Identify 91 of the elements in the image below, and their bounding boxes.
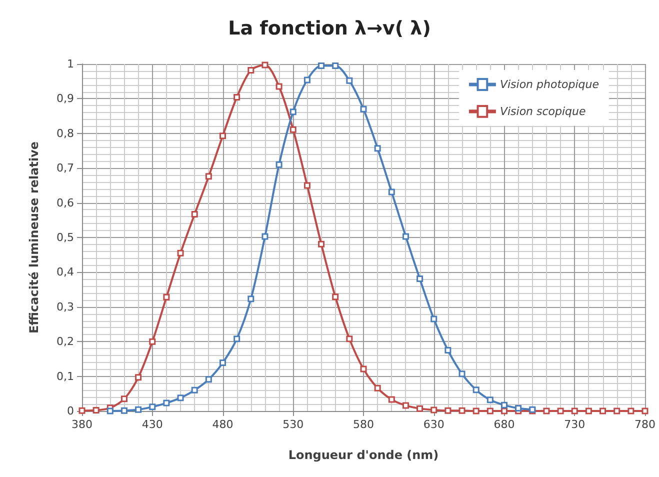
y-tick-label: 1 bbox=[67, 58, 74, 70]
point bbox=[332, 294, 339, 300]
point bbox=[486, 408, 494, 414]
point bbox=[276, 83, 282, 90]
point bbox=[346, 336, 353, 342]
x-tick-label: 430 bbox=[142, 418, 163, 431]
point bbox=[135, 406, 142, 413]
point bbox=[600, 408, 606, 414]
point bbox=[585, 408, 592, 414]
point bbox=[501, 402, 508, 408]
point bbox=[149, 404, 156, 410]
point bbox=[374, 145, 381, 152]
point bbox=[205, 173, 212, 180]
point bbox=[234, 94, 240, 101]
point bbox=[628, 408, 634, 414]
point bbox=[360, 106, 367, 112]
point bbox=[290, 108, 296, 116]
point bbox=[444, 347, 452, 354]
point bbox=[416, 276, 424, 282]
x-tick-label: 680 bbox=[494, 418, 515, 431]
point bbox=[388, 188, 395, 196]
point bbox=[430, 406, 438, 414]
point bbox=[220, 132, 226, 140]
point bbox=[501, 408, 508, 414]
point bbox=[191, 386, 198, 394]
point bbox=[458, 407, 466, 414]
point bbox=[248, 66, 254, 74]
point bbox=[486, 396, 494, 404]
y-tick-label: 0,2 bbox=[56, 335, 74, 348]
point bbox=[120, 407, 128, 414]
y-tick-label: 0,4 bbox=[56, 266, 74, 279]
point bbox=[177, 394, 184, 402]
point bbox=[416, 405, 424, 412]
point bbox=[472, 386, 480, 394]
point bbox=[163, 400, 170, 406]
point bbox=[402, 402, 409, 409]
y-tick-label: 0,7 bbox=[56, 162, 74, 175]
y-tick-label: 0,1 bbox=[56, 370, 74, 383]
point bbox=[290, 126, 296, 133]
point bbox=[135, 374, 142, 381]
point bbox=[262, 233, 268, 240]
y-tick-label: 0,5 bbox=[56, 231, 74, 244]
point bbox=[374, 384, 381, 392]
x-tick-label: 480 bbox=[212, 418, 234, 431]
point bbox=[234, 336, 240, 342]
y-tick-label: 0,6 bbox=[56, 196, 74, 210]
point bbox=[346, 77, 353, 84]
y-axis-title: Efficacité lumineuse relative bbox=[27, 141, 41, 334]
x-tick-label: 780 bbox=[634, 418, 656, 431]
point bbox=[571, 408, 578, 414]
point bbox=[92, 407, 100, 414]
point bbox=[248, 296, 254, 302]
point bbox=[557, 408, 564, 414]
point bbox=[332, 62, 339, 69]
x-tick-label: 580 bbox=[353, 418, 374, 431]
y-tick-label: 0,8 bbox=[56, 126, 74, 140]
point bbox=[388, 396, 395, 403]
point bbox=[149, 338, 156, 345]
point bbox=[163, 294, 170, 300]
point bbox=[304, 76, 310, 84]
point bbox=[430, 316, 438, 322]
point bbox=[472, 408, 480, 414]
x-axis-title: Longueur d'onde (nm) bbox=[288, 448, 439, 462]
point bbox=[276, 161, 282, 168]
point bbox=[177, 250, 184, 256]
point bbox=[220, 360, 226, 366]
y-tick-label: 0,9 bbox=[56, 92, 74, 106]
point bbox=[444, 407, 452, 414]
legend-label: Vision photopique bbox=[500, 78, 600, 91]
x-tick-label: 730 bbox=[564, 418, 586, 431]
point bbox=[402, 233, 409, 240]
point bbox=[191, 211, 198, 218]
legend-label: Vision scopique bbox=[500, 104, 586, 118]
x-tick-label: 630 bbox=[423, 418, 444, 431]
chart-title: La fonction λ→v( λ) bbox=[228, 18, 431, 40]
x-tick-label: 380 bbox=[72, 418, 92, 431]
point bbox=[360, 366, 367, 372]
x-tick-label: 530 bbox=[282, 418, 304, 431]
point bbox=[106, 408, 114, 414]
point bbox=[120, 396, 128, 402]
point bbox=[515, 404, 522, 412]
point bbox=[205, 376, 212, 383]
y-tick-label: 0 bbox=[67, 404, 74, 418]
point bbox=[262, 62, 268, 68]
point bbox=[304, 182, 310, 189]
point bbox=[458, 370, 466, 378]
point bbox=[543, 408, 550, 414]
point bbox=[318, 62, 325, 69]
point bbox=[318, 240, 325, 248]
y-tick-label: 0,3 bbox=[56, 300, 74, 314]
point bbox=[614, 408, 620, 414]
